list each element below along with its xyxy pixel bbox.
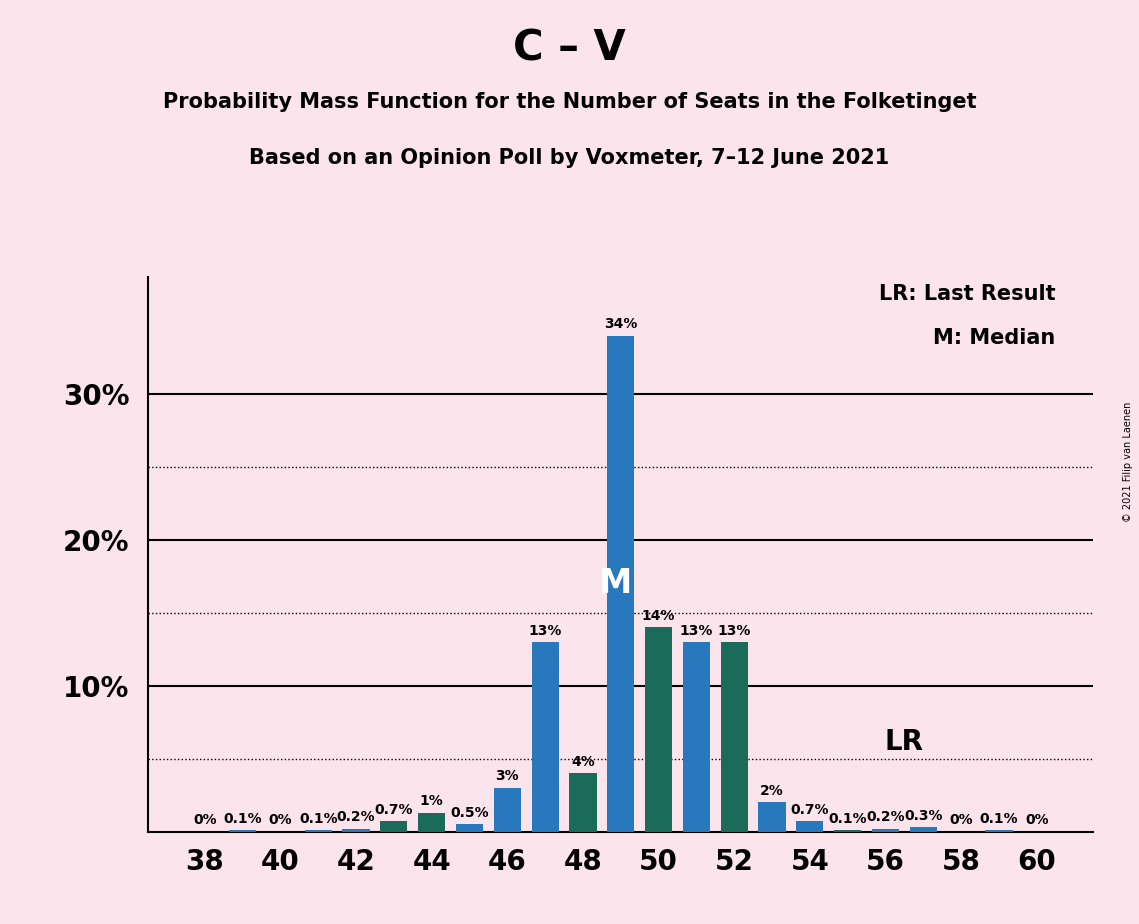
Text: © 2021 Filip van Laenen: © 2021 Filip van Laenen: [1123, 402, 1133, 522]
Text: 0%: 0%: [269, 813, 293, 827]
Text: 0.3%: 0.3%: [904, 808, 943, 823]
Text: LR: LR: [885, 728, 924, 756]
Text: 0.2%: 0.2%: [337, 810, 376, 824]
Text: 0.1%: 0.1%: [828, 812, 867, 826]
Bar: [570, 773, 597, 832]
Text: Probability Mass Function for the Number of Seats in the Folketinget: Probability Mass Function for the Number…: [163, 92, 976, 113]
Text: 0%: 0%: [949, 813, 973, 827]
Text: 0.7%: 0.7%: [375, 803, 413, 817]
Bar: [418, 812, 445, 832]
Text: 1%: 1%: [420, 795, 443, 808]
Text: 2%: 2%: [760, 784, 784, 798]
Bar: [796, 821, 823, 832]
Bar: [380, 821, 408, 832]
Text: 13%: 13%: [718, 624, 751, 638]
Bar: [532, 642, 559, 832]
Bar: [682, 642, 710, 832]
Bar: [910, 827, 937, 832]
Bar: [871, 829, 899, 832]
Text: M: M: [598, 567, 632, 600]
Text: 0.1%: 0.1%: [223, 812, 262, 826]
Text: Based on an Opinion Poll by Voxmeter, 7–12 June 2021: Based on an Opinion Poll by Voxmeter, 7–…: [249, 148, 890, 168]
Bar: [759, 802, 786, 832]
Bar: [985, 830, 1013, 832]
Text: 0.1%: 0.1%: [980, 812, 1018, 826]
Bar: [721, 642, 748, 832]
Bar: [229, 830, 256, 832]
Bar: [456, 824, 483, 832]
Text: 0%: 0%: [1025, 813, 1049, 827]
Text: 0.5%: 0.5%: [450, 806, 489, 820]
Bar: [493, 788, 521, 832]
Bar: [343, 829, 370, 832]
Text: 3%: 3%: [495, 770, 519, 784]
Text: 0.2%: 0.2%: [866, 810, 904, 824]
Text: 34%: 34%: [604, 317, 638, 331]
Text: 14%: 14%: [641, 609, 675, 623]
Text: 0.7%: 0.7%: [790, 803, 829, 817]
Text: 0.1%: 0.1%: [298, 812, 337, 826]
Text: 4%: 4%: [571, 755, 595, 769]
Bar: [607, 335, 634, 832]
Text: C – V: C – V: [514, 28, 625, 69]
Text: 13%: 13%: [680, 624, 713, 638]
Text: 0%: 0%: [192, 813, 216, 827]
Bar: [645, 627, 672, 832]
Bar: [304, 830, 331, 832]
Text: 13%: 13%: [528, 624, 562, 638]
Text: LR: Last Result: LR: Last Result: [879, 285, 1056, 305]
Bar: [834, 830, 861, 832]
Text: M: Median: M: Median: [933, 328, 1056, 348]
